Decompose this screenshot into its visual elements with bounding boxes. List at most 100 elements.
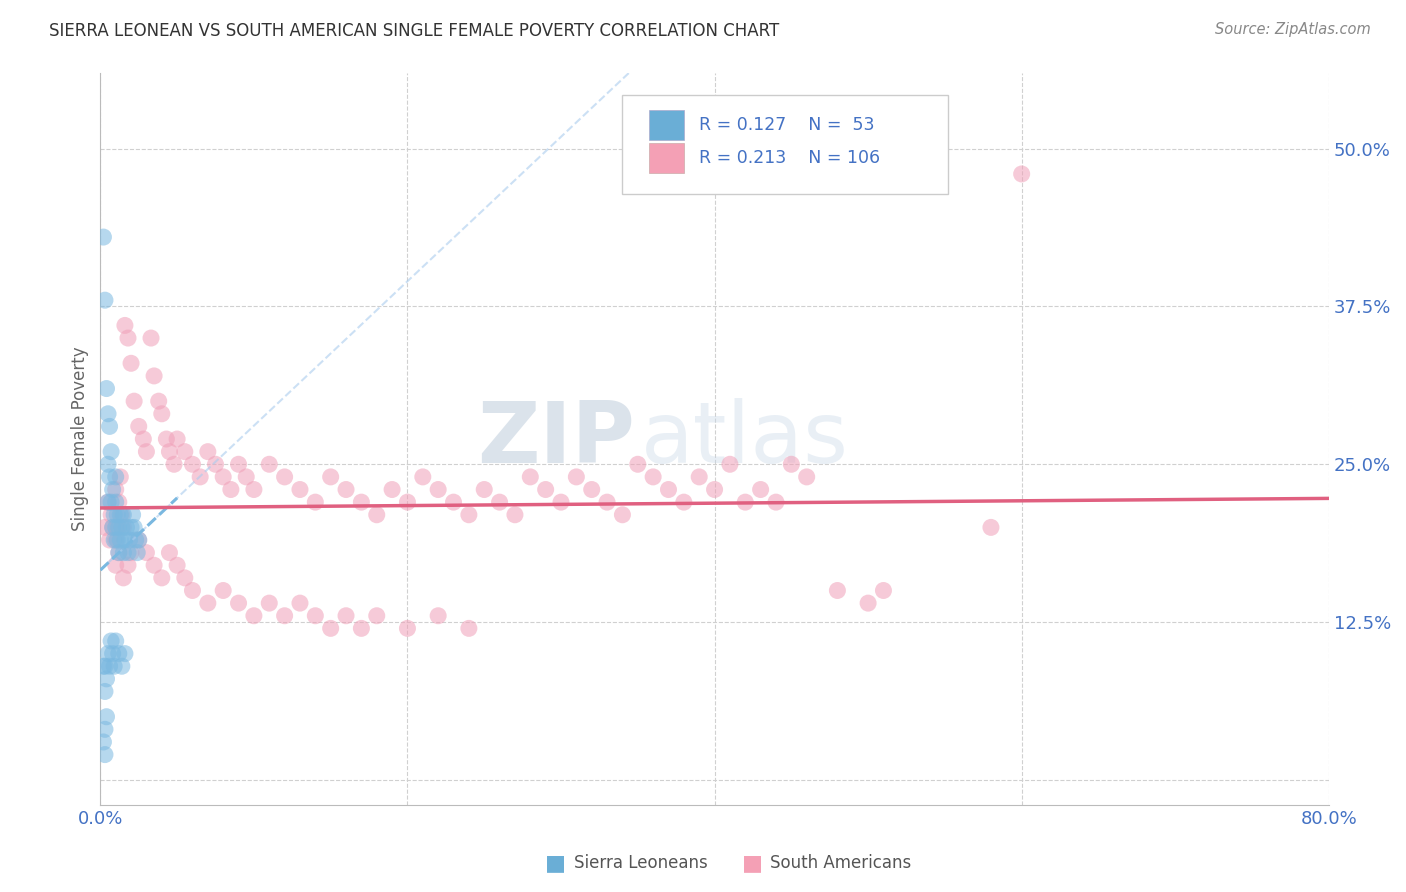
- Point: [94, 293, 117, 308]
- Point: [114, 647, 136, 661]
- Point: [104, 495, 127, 509]
- Bar: [650, 110, 683, 140]
- Point: [596, 495, 619, 509]
- Point: [872, 583, 894, 598]
- Point: [118, 533, 141, 547]
- Point: [259, 457, 281, 471]
- Point: [427, 608, 450, 623]
- Point: [127, 546, 149, 560]
- Point: [173, 571, 195, 585]
- FancyBboxPatch shape: [623, 95, 948, 194]
- Point: [350, 621, 373, 635]
- Point: [94, 723, 117, 737]
- Point: [534, 483, 557, 497]
- Point: [396, 621, 419, 635]
- Y-axis label: Single Female Poverty: Single Female Poverty: [72, 347, 89, 532]
- Point: [718, 457, 741, 471]
- Point: [105, 520, 128, 534]
- Point: [105, 508, 128, 522]
- Point: [110, 470, 132, 484]
- Point: [104, 520, 127, 534]
- Point: [159, 546, 181, 560]
- Point: [335, 483, 357, 497]
- Point: [288, 596, 311, 610]
- Point: [212, 583, 235, 598]
- Point: [150, 571, 173, 585]
- Point: [550, 495, 572, 509]
- Point: [765, 495, 787, 509]
- Point: [197, 444, 219, 458]
- Point: [366, 608, 388, 623]
- Point: [111, 520, 134, 534]
- Point: [101, 520, 124, 534]
- Point: [688, 470, 710, 484]
- Point: [117, 331, 139, 345]
- Point: [111, 508, 134, 522]
- Point: [273, 470, 295, 484]
- Text: South Americans: South Americans: [770, 855, 911, 872]
- Point: [627, 457, 650, 471]
- Point: [304, 608, 326, 623]
- Point: [110, 533, 132, 547]
- Point: [104, 558, 127, 573]
- Point: [117, 558, 139, 573]
- Text: Source: ZipAtlas.com: Source: ZipAtlas.com: [1215, 22, 1371, 37]
- Point: [143, 368, 166, 383]
- Point: [120, 546, 142, 560]
- Point: [94, 659, 117, 673]
- Point: [319, 621, 342, 635]
- Point: [98, 659, 121, 673]
- Point: [304, 495, 326, 509]
- Point: [163, 457, 186, 471]
- Point: [107, 546, 129, 560]
- Point: [112, 520, 135, 534]
- Point: [107, 546, 129, 560]
- Point: [856, 596, 879, 610]
- Point: [117, 546, 139, 560]
- Point: [643, 470, 665, 484]
- Point: [101, 520, 124, 534]
- Point: [749, 483, 772, 497]
- Point: [114, 533, 136, 547]
- Point: [96, 672, 118, 686]
- Point: [103, 659, 125, 673]
- Point: [488, 495, 510, 509]
- Point: [519, 470, 541, 484]
- Point: [93, 230, 115, 244]
- Point: [672, 495, 695, 509]
- Point: [98, 419, 121, 434]
- Point: [181, 457, 204, 471]
- Point: [132, 432, 155, 446]
- Text: ■: ■: [742, 854, 762, 873]
- Point: [155, 432, 177, 446]
- Point: [288, 483, 311, 497]
- Point: [780, 457, 803, 471]
- Point: [150, 407, 173, 421]
- Point: [980, 520, 1002, 534]
- Point: [97, 647, 120, 661]
- Point: [796, 470, 818, 484]
- Point: [612, 508, 634, 522]
- Point: [143, 558, 166, 573]
- Point: [104, 483, 127, 497]
- Point: [197, 596, 219, 610]
- Point: [100, 634, 122, 648]
- Point: [235, 470, 257, 484]
- Point: [166, 558, 188, 573]
- Point: [93, 659, 115, 673]
- Point: [111, 659, 134, 673]
- Point: [103, 508, 125, 522]
- Point: [657, 483, 679, 497]
- Point: [128, 533, 150, 547]
- Text: R = 0.213    N = 106: R = 0.213 N = 106: [699, 149, 880, 167]
- Point: [396, 495, 419, 509]
- Point: [98, 533, 121, 547]
- Bar: [650, 143, 683, 173]
- Point: [115, 520, 138, 534]
- Point: [1011, 167, 1033, 181]
- Point: [243, 608, 266, 623]
- Point: [273, 608, 295, 623]
- Point: [105, 533, 128, 547]
- Point: [135, 444, 157, 458]
- Point: [122, 394, 145, 409]
